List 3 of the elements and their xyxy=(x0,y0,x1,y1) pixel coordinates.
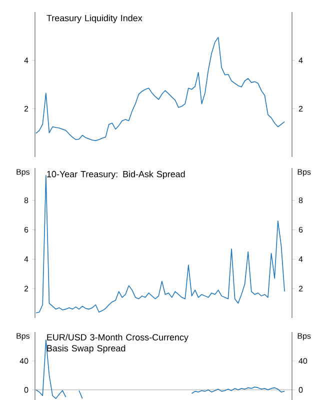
chart-title: 10-Year Treasury: Bid-Ask Spread xyxy=(47,170,185,180)
text: EUR/USD 3-Month Cross-Currency Basis Swap Spread xyxy=(47,334,188,354)
chart-title: Treasury Liquidity Index xyxy=(46,14,142,23)
